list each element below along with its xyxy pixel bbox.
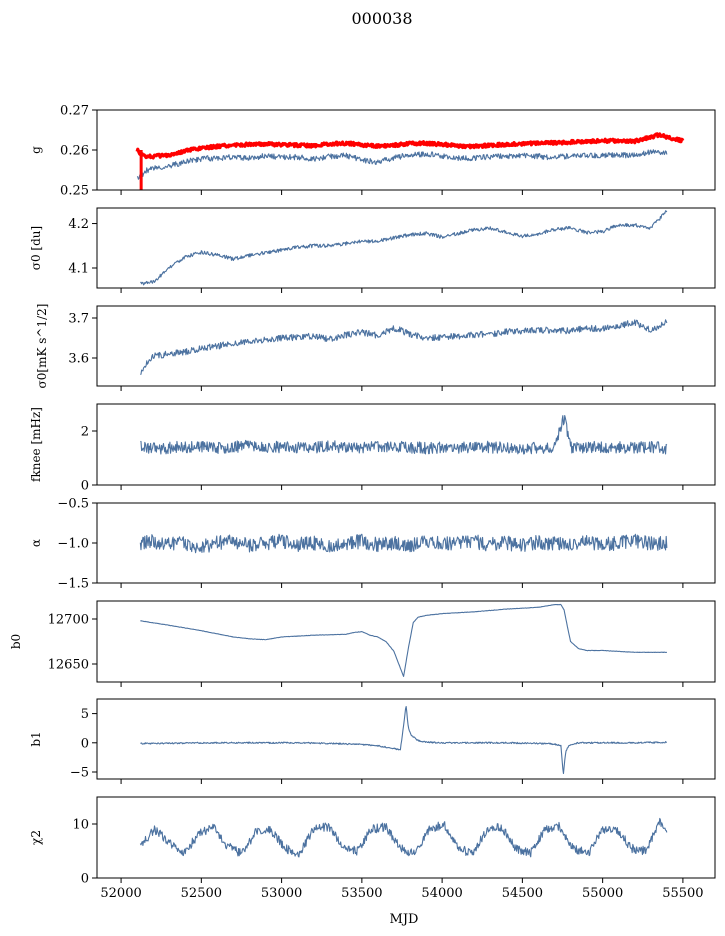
- y-tick-label-chi2-1: 10: [72, 818, 89, 833]
- x-tick-label-5: 54500: [502, 886, 543, 901]
- y-tick-label-g-2: 0.27: [60, 104, 89, 119]
- panel-fknee: 0 2 fknee [mHz]: [29, 403, 716, 494]
- series-line-b0-0: [140, 603, 668, 678]
- y-tick-label-fknee-1: 2: [81, 425, 89, 440]
- y-tick-label-alpha-0: −1.5: [57, 577, 89, 592]
- y-axis-label-sigma0_du: σ0 [du]: [29, 226, 43, 270]
- series-line-fknee-0: [140, 415, 668, 455]
- figure-title: 000038: [351, 9, 412, 28]
- series-line-alpha-0: [139, 533, 668, 554]
- x-tick-label-1: 52500: [181, 886, 222, 901]
- y-tick-label-b1-2: 5: [81, 707, 89, 722]
- y-tick-label-b0-1: 12700: [48, 613, 89, 628]
- y-tick-label-chi2-0: 0: [81, 872, 89, 887]
- y-tick-label-g-0: 0.25: [60, 184, 89, 199]
- series-line-b1-0: [140, 705, 667, 775]
- y-tick-label-sigma0_mks-0: 3.6: [68, 352, 89, 367]
- x-tick-label-4: 54000: [421, 886, 462, 901]
- y-axis-label-fknee: fknee [mHz]: [29, 407, 43, 482]
- y-tick-label-alpha-1: −1.0: [57, 537, 89, 552]
- series-line-g-1: [136, 149, 668, 180]
- subplots: 0.25 0.26 0.27 g 4.1 4.2 σ0 [du] 3.6 3.7 σ0[mK s^…: [9, 104, 716, 901]
- y-tick-label-b1-1: 0: [81, 736, 89, 751]
- axes-frame-sigma0_du: [96, 207, 716, 289]
- x-tick-label-7: 55500: [662, 886, 703, 901]
- axes-frame-chi2: [96, 796, 716, 879]
- axes-frame-b0: [96, 600, 716, 683]
- panel-b0: 12650 12700 b0: [9, 600, 716, 687]
- series-line-sigma0_du-0: [140, 210, 668, 286]
- x-tick-label-2: 53000: [261, 886, 302, 901]
- x-tick-label-3: 53500: [341, 886, 382, 901]
- axes-frame-b1: [96, 698, 716, 780]
- series-line-sigma0_mks-0: [140, 319, 668, 376]
- y-tick-label-b1-0: −5: [70, 765, 89, 780]
- y-tick-label-sigma0_du-0: 4.1: [68, 262, 89, 277]
- axes-frame-sigma0_mks: [96, 305, 716, 387]
- y-axis-label-b0: b0: [9, 634, 23, 649]
- panel-chi2: 0 10 52000 52500 53000 53500 54000 54500 55000 55…: [29, 796, 716, 901]
- panel-b1: −5 0 5 b1: [29, 698, 716, 784]
- y-tick-label-b0-0: 12650: [48, 658, 89, 673]
- series-line-g-0: [135, 132, 685, 160]
- y-tick-label-alpha-2: −0.5: [57, 497, 89, 512]
- y-axis-label-g: g: [29, 146, 43, 154]
- x-axis-label: MJD: [390, 912, 419, 927]
- y-tick-label-sigma0_du-1: 4.2: [68, 217, 89, 232]
- panel-g: 0.25 0.26 0.27 g: [29, 104, 716, 199]
- y-axis-label-alpha: α: [29, 539, 43, 547]
- y-tick-label-fknee-0: 0: [81, 479, 89, 494]
- panel-sigma0_du: 4.1 4.2 σ0 [du]: [29, 207, 716, 293]
- series-line-chi2-0: [139, 817, 668, 858]
- x-tick-label-6: 55000: [582, 886, 623, 901]
- y-axis-label-sigma0_mks: σ0[mK s^1/2]: [35, 304, 49, 389]
- panel-alpha: −1.5 −1.0 −0.5 α: [29, 497, 716, 592]
- y-axis-label-chi2: χ2: [29, 830, 43, 845]
- y-tick-label-sigma0_mks-1: 3.7: [68, 312, 89, 327]
- panel-sigma0_mks: 3.6 3.7 σ0[mK s^1/2]: [35, 304, 716, 391]
- y-tick-label-g-1: 0.26: [60, 144, 89, 159]
- axes-frame-fknee: [96, 403, 716, 486]
- x-tick-label-0: 52000: [100, 886, 141, 901]
- y-axis-label-b1: b1: [29, 731, 43, 746]
